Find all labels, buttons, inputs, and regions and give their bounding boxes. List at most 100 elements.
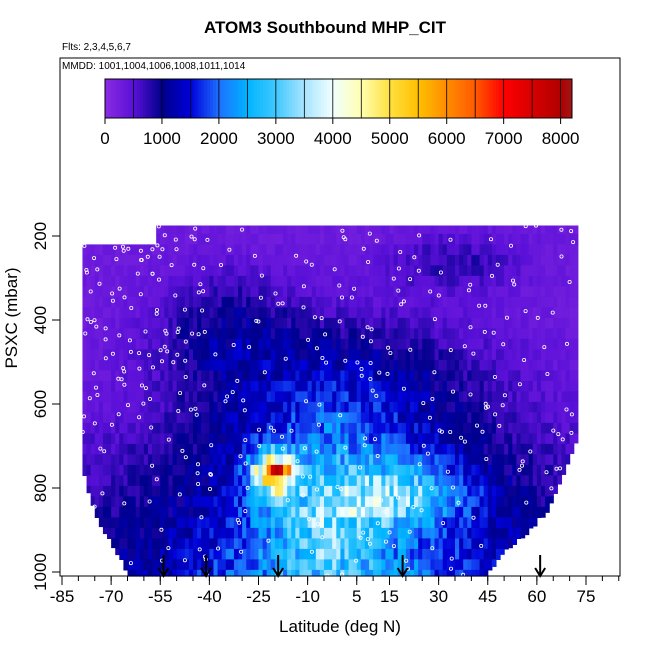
heatmap-cell: [143, 422, 149, 434]
heatmap-cell: [115, 517, 120, 529]
heatmap-cell: [520, 359, 526, 371]
sample-point: [302, 446, 307, 451]
heatmap-cell: [516, 464, 522, 476]
heatmap-cell: [446, 359, 452, 371]
heatmap-cell: [385, 370, 391, 382]
sample-point: [377, 370, 382, 375]
heatmap-cell: [549, 380, 554, 392]
heatmap-cell: [569, 380, 575, 392]
sample-point: [182, 558, 187, 563]
heatmap-cell: [291, 307, 296, 319]
heatmap-cell: [98, 433, 104, 445]
heatmap-cell: [287, 296, 292, 308]
heatmap-cell: [250, 538, 255, 550]
heatmap-cell: [311, 328, 317, 340]
heatmap-cell: [414, 517, 419, 529]
sample-point: [338, 413, 343, 418]
heatmap-cell: [405, 317, 411, 329]
heatmap-cell: [504, 286, 509, 298]
heatmap-cell: [303, 412, 309, 424]
heatmap-cell: [307, 475, 313, 487]
heatmap-cell: [381, 307, 386, 319]
heatmap-cell: [565, 338, 571, 350]
heatmap-cell: [336, 527, 341, 539]
heatmap-cell: [479, 307, 485, 319]
heatmap-cell: [160, 475, 165, 487]
heatmap-cell: [152, 359, 157, 371]
heatmap-cell: [180, 433, 186, 445]
heatmap-cell: [266, 359, 272, 371]
heatmap-cell: [479, 496, 485, 508]
heatmap-cell: [369, 307, 374, 319]
heatmap-cell: [283, 548, 288, 560]
heatmap-cell: [344, 506, 350, 518]
sample-point: [477, 303, 482, 308]
heatmap-cell: [520, 517, 526, 529]
colorbar-segment: [169, 79, 173, 118]
heatmap-cell: [303, 485, 309, 497]
heatmap-cell: [475, 265, 481, 277]
heatmap-cell: [229, 422, 235, 434]
heatmap-cell: [193, 485, 198, 497]
heatmap-cell: [324, 485, 329, 497]
heatmap-cell: [475, 349, 481, 361]
colorbar-segment: [548, 79, 553, 118]
heatmap-cell: [295, 475, 301, 487]
heatmap-cell: [348, 359, 354, 371]
heatmap-cell: [553, 233, 558, 245]
heatmap-cell: [176, 317, 182, 329]
colorbar-segment: [542, 79, 547, 118]
heatmap-cell: [369, 233, 374, 245]
heatmap-cell: [459, 233, 464, 245]
heatmap-cell: [283, 254, 288, 266]
heatmap-cell: [569, 370, 575, 382]
heatmap-cell: [127, 559, 133, 571]
heatmap-cell: [184, 380, 190, 392]
heatmap-cell: [512, 538, 517, 545]
heatmap-cell: [270, 391, 276, 403]
heatmap-cell: [229, 433, 235, 445]
heatmap-cell: [463, 244, 468, 256]
heatmap-cell: [303, 422, 309, 434]
heatmap-cell: [385, 391, 391, 403]
heatmap-cell: [377, 265, 382, 277]
heatmap-cell: [102, 401, 108, 413]
heatmap-cell: [139, 454, 145, 466]
heatmap-cell: [393, 548, 399, 560]
heatmap-cell: [463, 380, 468, 392]
heatmap-cell: [328, 286, 333, 298]
sample-point: [320, 355, 325, 360]
heatmap-cell: [430, 391, 436, 403]
heatmap-cell: [336, 275, 341, 287]
heatmap-cell: [549, 496, 554, 504]
heatmap-cell: [193, 538, 198, 550]
heatmap-cell: [139, 370, 145, 382]
sample-point: [482, 329, 487, 334]
heatmap-cell: [229, 464, 235, 476]
heatmap-cell: [348, 496, 354, 508]
heatmap-cell: [483, 475, 489, 487]
heatmap-cell: [123, 359, 129, 371]
heatmap-cell: [242, 485, 247, 497]
heatmap-cell: [143, 307, 149, 319]
heatmap-cell: [86, 338, 92, 350]
heatmap-cell: [115, 401, 120, 413]
heatmap-cell: [307, 517, 313, 529]
heatmap-cell: [90, 338, 96, 350]
heatmap-cell: [115, 349, 120, 361]
heatmap-cell: [409, 496, 415, 508]
heatmap-cell: [176, 286, 182, 298]
heatmap-cell: [82, 254, 88, 266]
heatmap-cell: [139, 349, 145, 361]
heatmap-cell: [483, 538, 489, 550]
heatmap-cell: [197, 443, 202, 455]
colorbar-segment: [245, 79, 249, 118]
heatmap-cell: [495, 443, 501, 455]
heatmap-cell: [266, 317, 272, 329]
heatmap-cell: [430, 506, 436, 518]
heatmap-cell: [352, 265, 358, 277]
sample-point: [484, 456, 489, 461]
heatmap-cell: [266, 338, 272, 350]
colorbar-segment: [513, 79, 518, 118]
sample-point: [137, 415, 142, 420]
